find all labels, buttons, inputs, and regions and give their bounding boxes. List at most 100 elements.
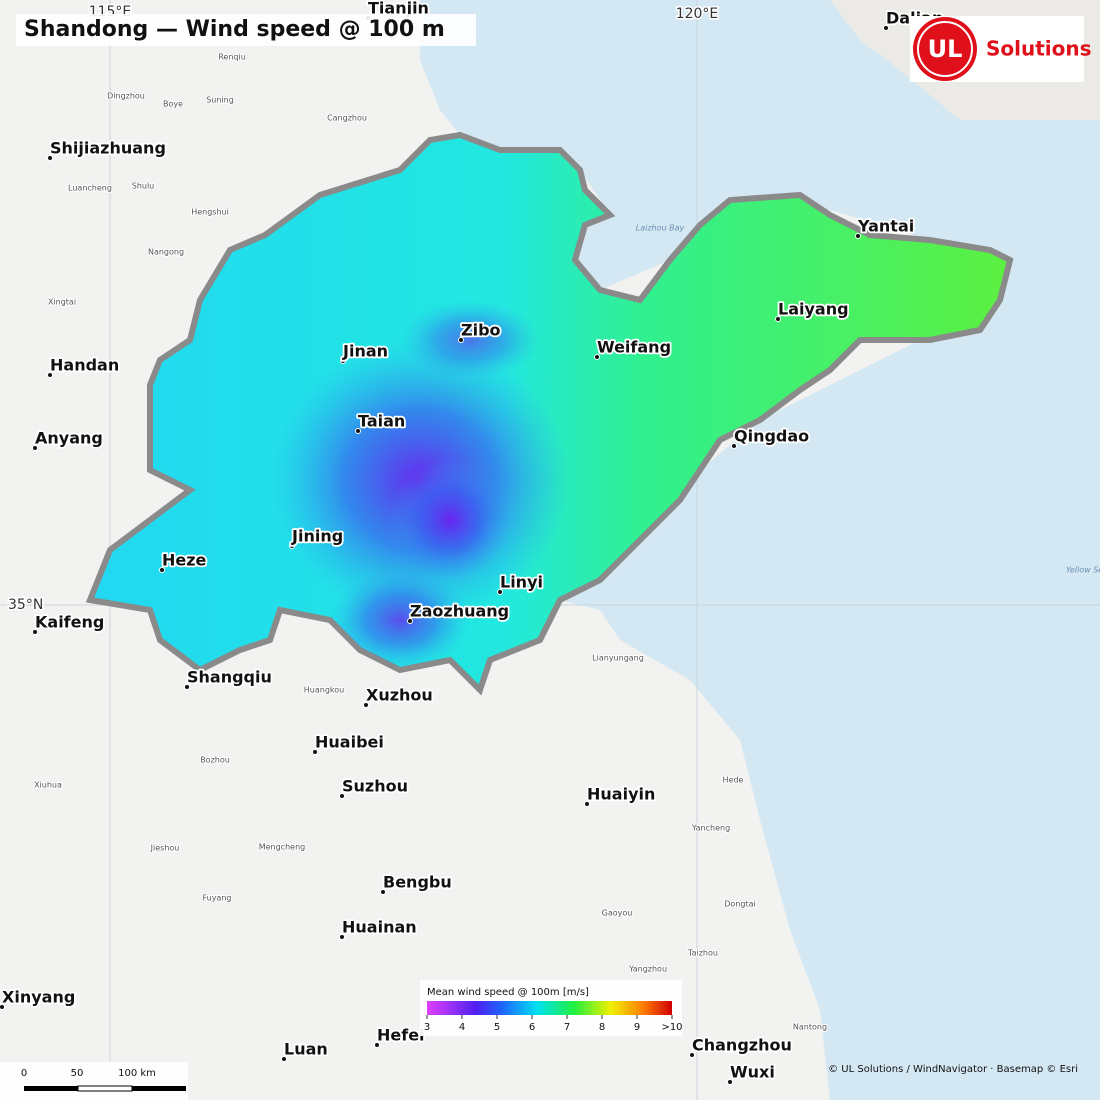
logo-text: Solutions bbox=[986, 37, 1092, 61]
place-label: Dingzhou bbox=[107, 92, 145, 101]
city-dot bbox=[363, 702, 369, 708]
city-label: Laiyang bbox=[778, 300, 849, 319]
city-dot bbox=[594, 354, 600, 360]
scale-label: 50 bbox=[71, 1068, 84, 1079]
city-dot bbox=[339, 934, 345, 940]
city-dot bbox=[855, 233, 861, 239]
city-label: Luan bbox=[284, 1040, 328, 1059]
city-label: Linyi bbox=[500, 573, 543, 592]
scale-segment bbox=[24, 1086, 78, 1091]
scale-bar: 0 50 100 km bbox=[0, 1062, 188, 1100]
scale-label: 0 bbox=[21, 1068, 27, 1079]
city-dot bbox=[0, 1004, 5, 1010]
legend-title: Mean wind speed @ 100m [m/s] bbox=[427, 987, 589, 998]
city-dot bbox=[374, 1042, 380, 1048]
logo-circle bbox=[913, 17, 977, 81]
water-label: Yellow Sea bbox=[1066, 566, 1100, 575]
city-label: Bengbu bbox=[383, 873, 452, 892]
place-label: Xiuhua bbox=[34, 781, 62, 790]
city-label: Huaiyin bbox=[587, 785, 655, 804]
city-dot bbox=[47, 155, 53, 161]
attribution: © UL Solutions / WindNavigator · Basemap… bbox=[828, 1064, 1078, 1075]
legend-tick-label: 8 bbox=[599, 1022, 605, 1033]
city-label: Jining bbox=[291, 527, 343, 546]
place-label: Jieshou bbox=[150, 844, 180, 853]
city-dot bbox=[727, 1079, 733, 1085]
city-label: Kaifeng bbox=[35, 613, 104, 632]
city-dot bbox=[339, 793, 345, 799]
graticule-label: 120°E bbox=[676, 6, 719, 22]
city-dot bbox=[775, 316, 781, 322]
water-label: Laizhou Bay bbox=[636, 224, 685, 233]
place-label: Gaoyou bbox=[602, 909, 633, 918]
city-label: Wuxi bbox=[730, 1063, 775, 1082]
scale-segment bbox=[77, 1085, 133, 1092]
scale-label: 100 km bbox=[118, 1068, 156, 1079]
city-label: Yantai bbox=[857, 217, 914, 236]
city-dot bbox=[32, 445, 38, 451]
place-label: Fuyang bbox=[202, 894, 231, 903]
city-label: Jinan bbox=[342, 342, 388, 361]
city-label: Xuzhou bbox=[366, 686, 433, 705]
place-label: Luancheng bbox=[68, 184, 112, 193]
legend: Mean wind speed @ 100m [m/s] 3 4 5 6 7 8 9 >10 bbox=[420, 980, 683, 1036]
city-dot bbox=[47, 372, 53, 378]
place-label: Dongtai bbox=[724, 900, 755, 909]
place-label: Lianyungang bbox=[592, 654, 644, 663]
city-dot bbox=[407, 618, 413, 624]
place-label: Cangzhou bbox=[327, 114, 367, 123]
place-label: Yancheng bbox=[691, 824, 730, 833]
place-label: Suning bbox=[206, 96, 234, 105]
city-dot bbox=[32, 629, 38, 635]
city-dot bbox=[731, 443, 737, 449]
place-label: Mengcheng bbox=[259, 843, 306, 852]
logo-mark: UL bbox=[928, 35, 963, 63]
city-label: Weifang bbox=[597, 338, 671, 357]
place-label: Boye bbox=[163, 100, 183, 109]
city-dot bbox=[497, 589, 503, 595]
logo-ring bbox=[917, 21, 973, 77]
city-dot bbox=[380, 889, 386, 895]
city-dot bbox=[289, 543, 295, 549]
place-label: Huangkou bbox=[304, 686, 344, 695]
city-label: Zaozhuang bbox=[410, 602, 509, 621]
city-label: Taian bbox=[358, 412, 405, 431]
city-label: Huainan bbox=[342, 918, 417, 937]
place-label: Hede bbox=[723, 776, 744, 785]
legend-tick-label: >10 bbox=[661, 1022, 682, 1033]
city-dot bbox=[883, 25, 889, 31]
city-dot bbox=[355, 428, 361, 434]
legend-tick-label: 3 bbox=[424, 1022, 430, 1033]
city-label: Hefei bbox=[377, 1026, 425, 1045]
city-label: Anyang bbox=[35, 429, 103, 448]
city-label: Zibo bbox=[461, 321, 501, 340]
place-label: Nantong bbox=[793, 1023, 827, 1032]
scale-segment bbox=[132, 1086, 186, 1091]
place-label: Renqiu bbox=[218, 53, 246, 62]
city-label: Changzhou bbox=[692, 1036, 792, 1055]
city-label: Huaibei bbox=[315, 733, 384, 752]
city-dot bbox=[689, 1052, 695, 1058]
city-dot bbox=[458, 337, 464, 343]
city-label: Qingdao bbox=[734, 427, 809, 446]
city-dot bbox=[159, 567, 165, 573]
place-label: Bozhou bbox=[200, 756, 230, 765]
place-label: Taizhou bbox=[687, 949, 718, 958]
legend-colorbar bbox=[427, 1001, 672, 1015]
city-label: Shangqiu bbox=[187, 668, 272, 687]
city-dot bbox=[340, 358, 346, 364]
place-label: Shulu bbox=[132, 182, 155, 191]
city-dot bbox=[184, 684, 190, 690]
city-dot bbox=[312, 749, 318, 755]
title-bg bbox=[16, 14, 476, 46]
legend-tick-label: 5 bbox=[494, 1022, 500, 1033]
legend-tick-label: 7 bbox=[564, 1022, 570, 1033]
legend-tick-label: 9 bbox=[634, 1022, 640, 1033]
graticule-label: 35°N bbox=[8, 597, 43, 613]
shandong-wind bbox=[90, 135, 1010, 690]
place-label: Hengshui bbox=[191, 208, 229, 217]
city-dot bbox=[584, 801, 590, 807]
legend-tick-label: 4 bbox=[459, 1022, 465, 1033]
